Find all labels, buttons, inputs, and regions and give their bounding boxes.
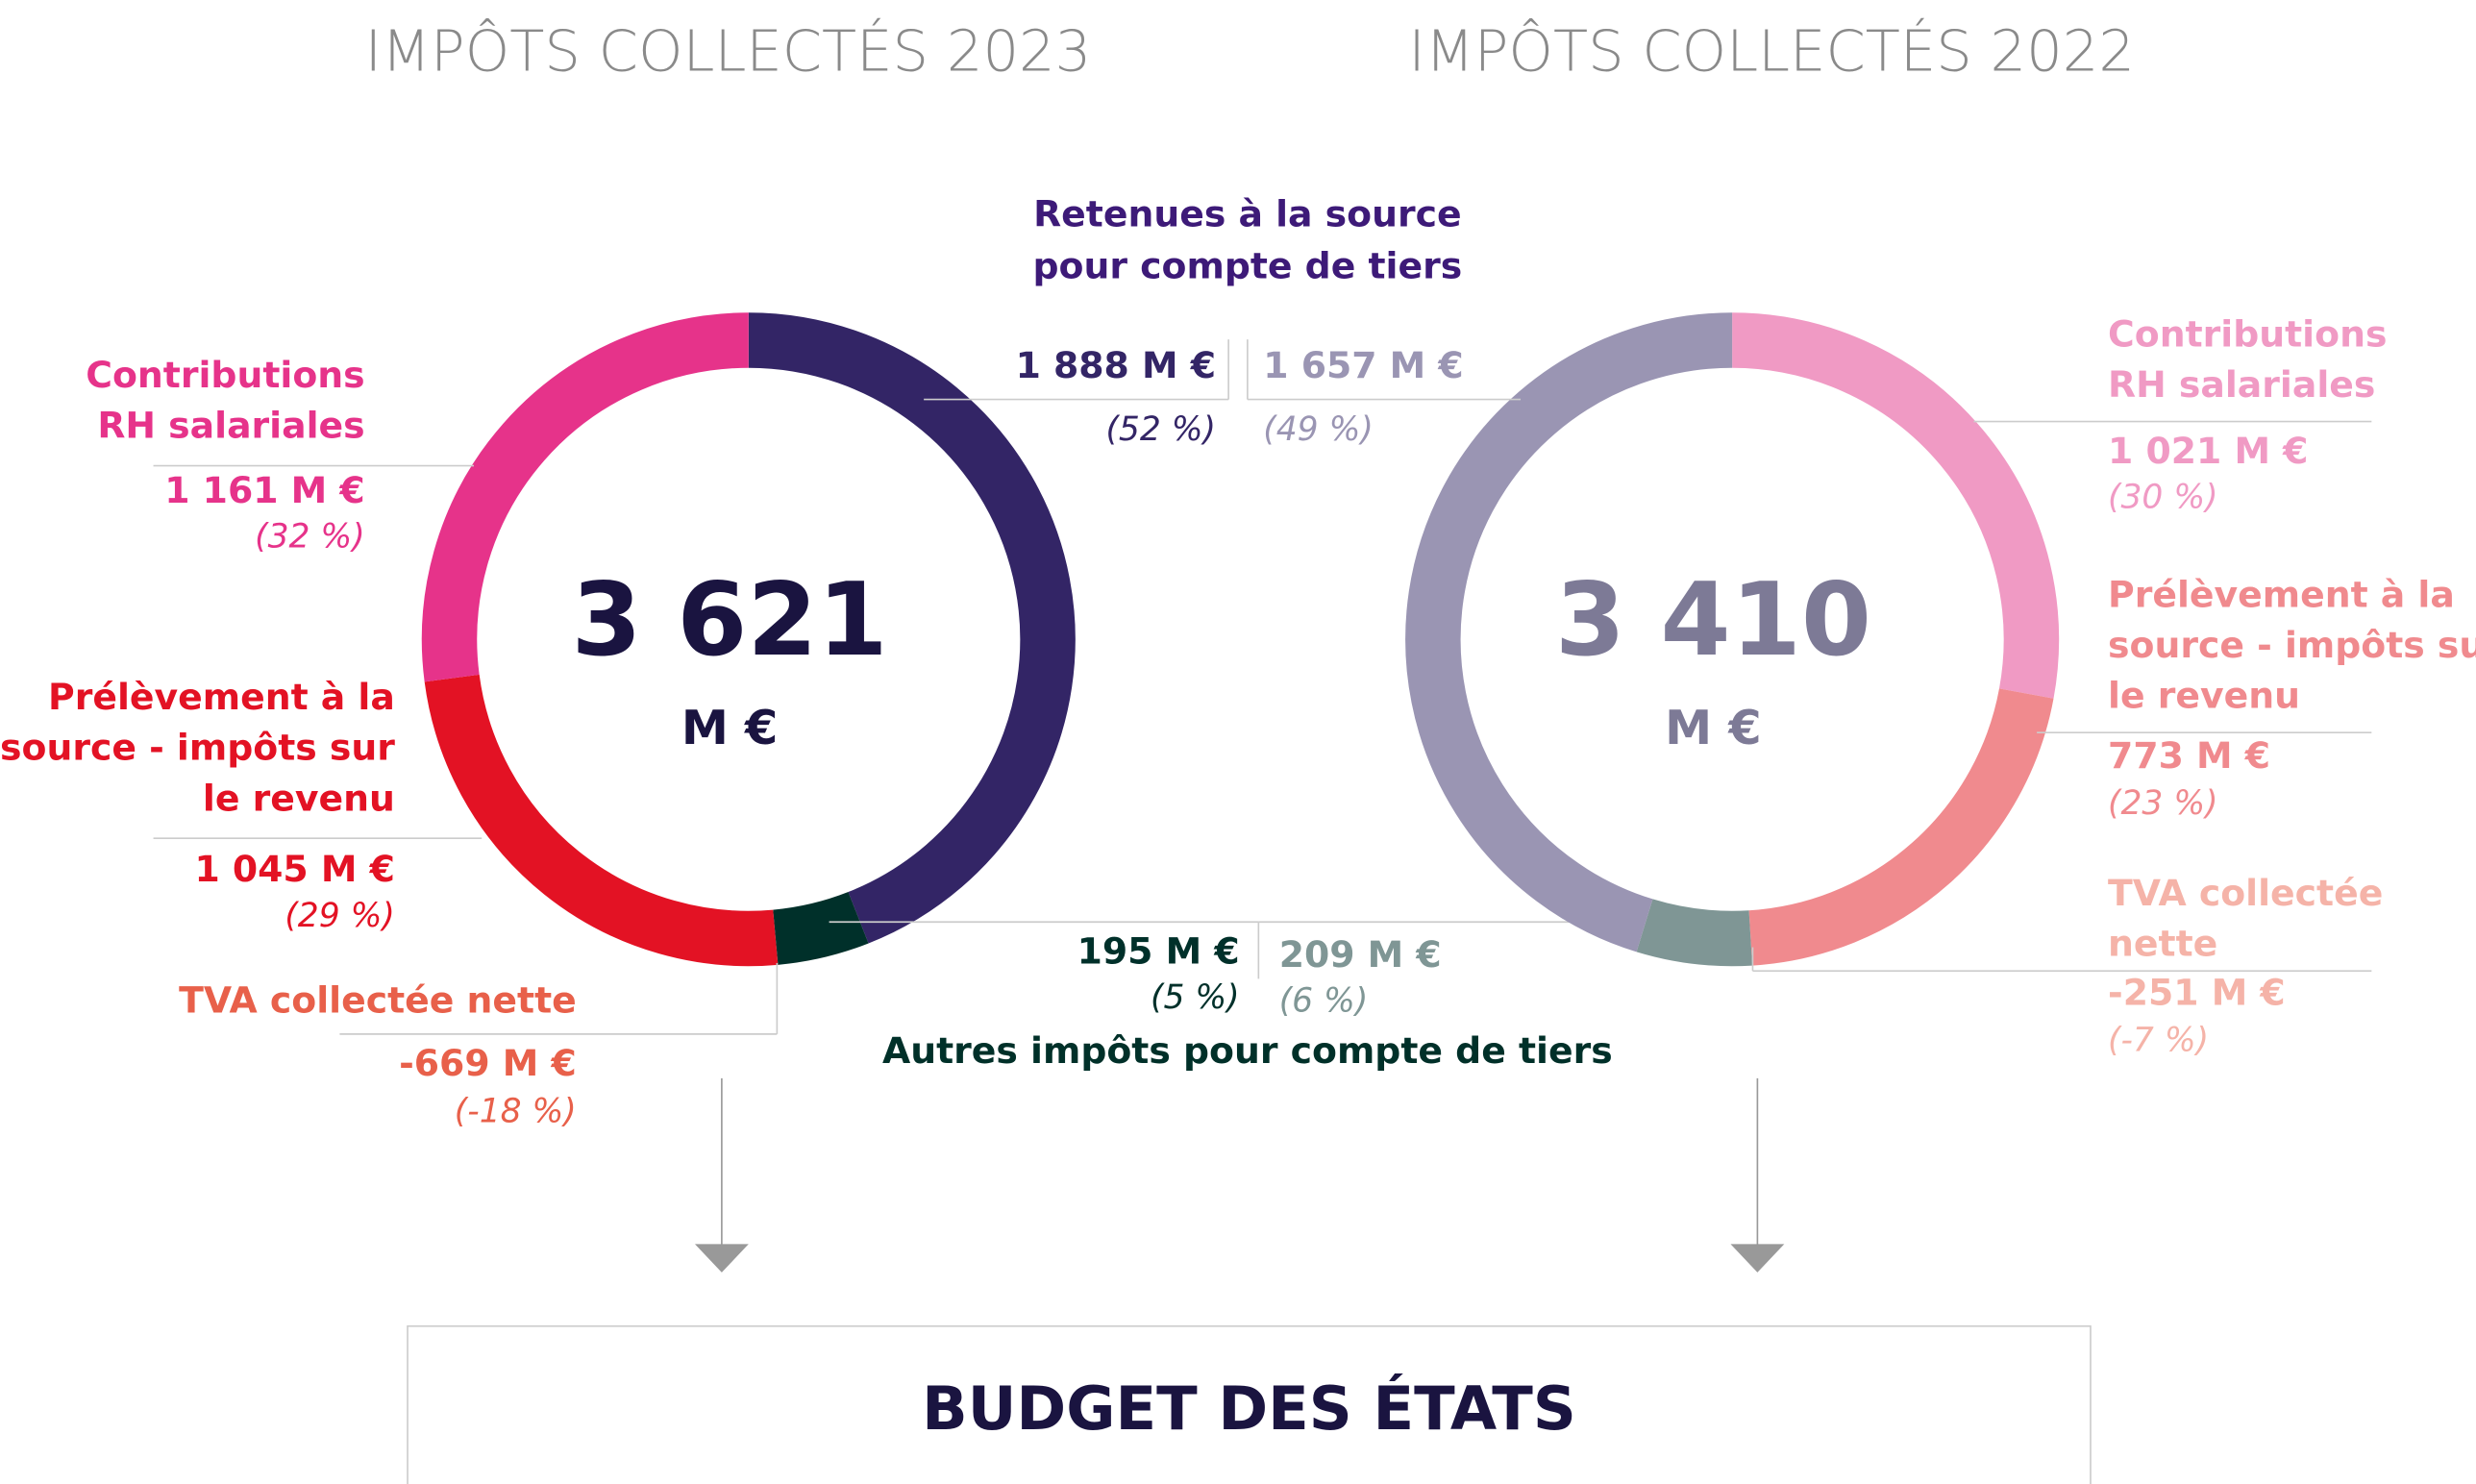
value-label: 1 161 M €	[164, 469, 364, 511]
donut-segment	[1405, 312, 1733, 952]
percent-label: (23 %)	[2108, 784, 2218, 823]
shared-label: Autres impôts pour compte de tiers	[882, 1029, 1613, 1072]
donut-segment	[1636, 899, 1753, 967]
shared-label: Retenues à la source	[1033, 193, 1462, 235]
percent-label: (30 %)	[2108, 479, 2218, 517]
percent-label: (-7 %)	[2108, 1022, 2209, 1060]
donut-segment	[424, 674, 779, 967]
donut-segment	[1731, 312, 2060, 699]
category-label: source - impôts sur	[2108, 624, 2476, 666]
budget-box	[407, 1324, 2092, 1484]
category-label: le revenu	[203, 777, 395, 819]
arrow-head	[694, 1244, 749, 1273]
category-label: Prélèvement à la	[2108, 573, 2455, 615]
percent-label: (-18 %)	[455, 1092, 577, 1130]
category-label: Prélèvement à la	[48, 676, 395, 718]
value-label: 209 M €	[1279, 933, 1442, 976]
category-label: source - impôts sur	[0, 727, 395, 769]
category-label: Contributions	[86, 354, 364, 396]
percent-label: (32 %)	[255, 518, 365, 556]
unit: M €	[681, 700, 778, 755]
category-label: Contributions	[2108, 312, 2387, 355]
value-label: 195 M €	[1077, 930, 1240, 973]
arrow-head	[1730, 1244, 1785, 1273]
value-label: 773 M €	[2108, 734, 2270, 777]
value-label: -669 M €	[399, 1042, 577, 1084]
value-label: 1 021 M €	[2108, 430, 2308, 472]
chart-title: IMPÔTS COLLECTÉS 2022	[1408, 17, 2135, 84]
value-label: 1 657 M €	[1263, 344, 1463, 386]
donut-segment	[1748, 688, 2054, 966]
category-label: RH salariales	[97, 405, 364, 447]
percent-label: (49 %)	[1263, 410, 1374, 449]
footer: BUDGET DES ÉTATS	[922, 1373, 1576, 1444]
total: 3 410	[1555, 560, 1871, 679]
category-label: nette	[2108, 922, 2217, 964]
value-label: -251 M €	[2108, 971, 2286, 1013]
category-label: TVA collectée	[2108, 872, 2383, 914]
chart-title: IMPÔTS COLLECTÉS 2023	[365, 17, 1092, 84]
percent-label: (5 %)	[1151, 978, 1240, 1017]
value-label: 1 045 M €	[194, 848, 394, 890]
percent-label: (52 %)	[1105, 410, 1216, 449]
percent-label: (29 %)	[285, 897, 395, 935]
donut-segment	[748, 312, 1076, 944]
percent-label: (6 %)	[1279, 982, 1369, 1021]
value-label: 1 888 M €	[1016, 344, 1216, 386]
category-label: le revenu	[2108, 675, 2300, 717]
category-label: TVA collectée nette	[179, 979, 577, 1022]
donut-segment	[772, 891, 869, 965]
total: 3 621	[572, 560, 888, 679]
unit: M €	[1665, 700, 1761, 755]
shared-label: pour compte de tiers	[1033, 245, 1463, 287]
donut-segment	[421, 312, 749, 682]
category-label: RH salariales	[2108, 363, 2375, 406]
